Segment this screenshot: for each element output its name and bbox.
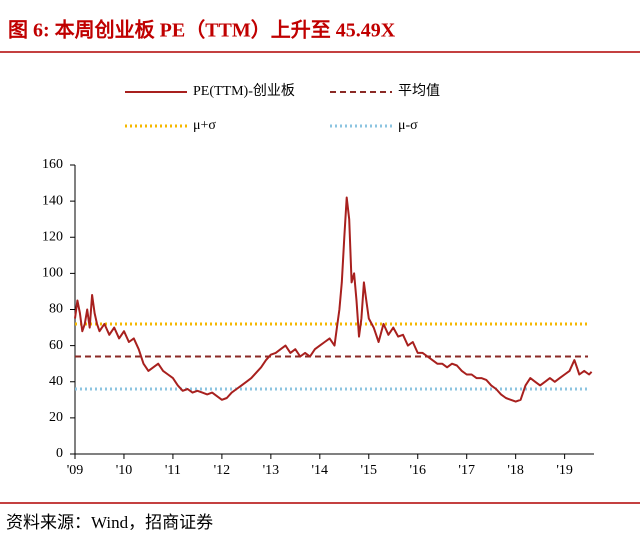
x-tick-label: '15 bbox=[361, 463, 378, 478]
x-tick-label: '13 bbox=[263, 463, 280, 478]
legend-label: μ-σ bbox=[398, 118, 418, 133]
source: 资料来源：Wind，招商证券 bbox=[6, 513, 213, 532]
x-tick-label: '11 bbox=[165, 463, 181, 478]
x-tick-label: '09 bbox=[67, 463, 84, 478]
y-tick-label: 0 bbox=[56, 446, 63, 461]
y-tick-label: 60 bbox=[49, 338, 63, 353]
x-tick-label: '17 bbox=[458, 463, 475, 478]
legend-label: 平均值 bbox=[398, 83, 440, 99]
y-tick-label: 120 bbox=[42, 229, 63, 244]
series-line bbox=[74, 196, 593, 403]
legend-label: μ+σ bbox=[193, 118, 216, 133]
x-tick-label: '19 bbox=[556, 463, 573, 478]
chart-title: 图 6: 本周创业板 PE（TTM）上升至 45.49X bbox=[8, 18, 396, 42]
x-tick-label: '18 bbox=[507, 463, 524, 478]
y-tick-label: 40 bbox=[49, 374, 63, 389]
y-tick-label: 80 bbox=[49, 302, 63, 317]
x-tick-label: '10 bbox=[116, 463, 133, 478]
y-tick-label: 140 bbox=[42, 193, 63, 208]
x-tick-label: '12 bbox=[214, 463, 231, 478]
y-tick-label: 160 bbox=[42, 157, 63, 172]
x-tick-label: '16 bbox=[409, 463, 426, 478]
y-tick-label: 20 bbox=[49, 410, 63, 425]
legend-label: PE(TTM)-创业板 bbox=[193, 83, 295, 99]
x-tick-label: '14 bbox=[312, 463, 329, 478]
y-tick-label: 100 bbox=[42, 266, 63, 281]
